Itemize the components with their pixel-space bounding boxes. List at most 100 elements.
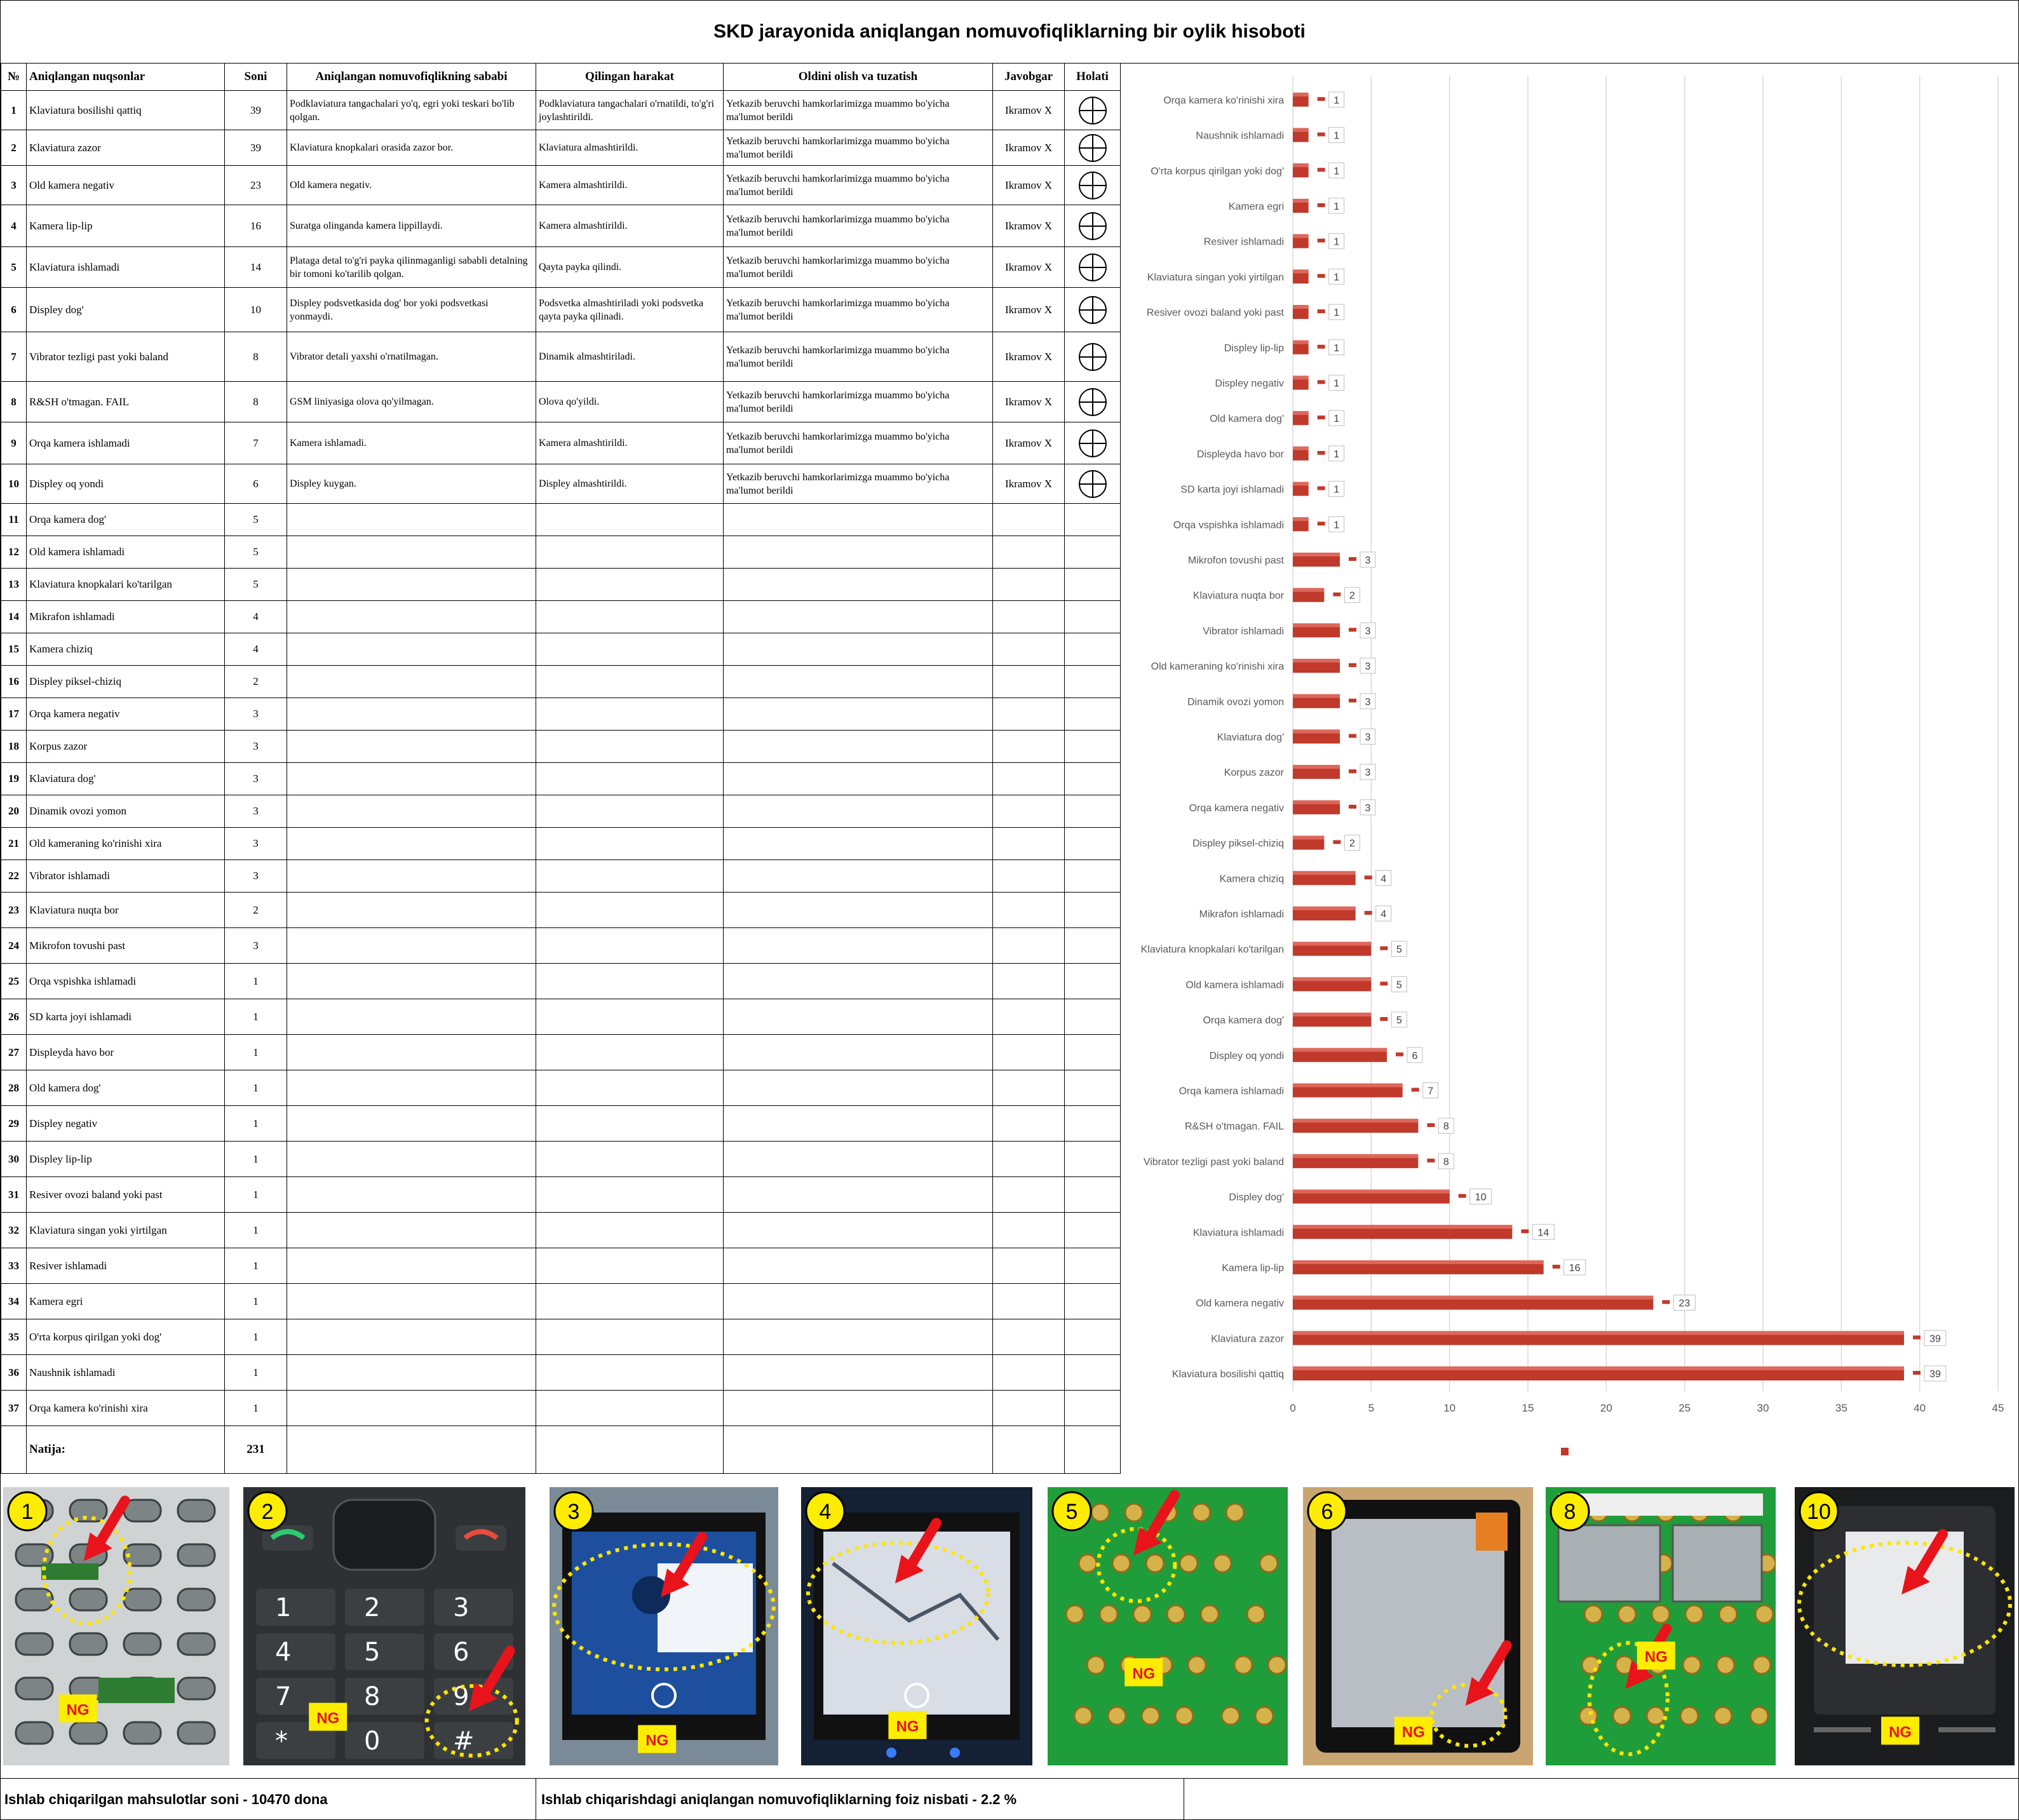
defects-table: № Aniqlangan nuqsonlar Soni Aniqlangan n… [1, 63, 1121, 1474]
status [1064, 999, 1121, 1035]
row-number: 25 [1, 963, 27, 999]
defect-photo-2: 1 2 3 4 5 6 7 8 9 * 0 # NG 2 [243, 1487, 525, 1765]
defect-cause [287, 762, 536, 795]
action-taken [536, 1176, 724, 1213]
row-number: 20 [1, 795, 27, 828]
defect-cause: Plataga detal to'g'ri payka qilinmaganli… [287, 246, 536, 288]
defect-count: 1 [224, 1034, 287, 1070]
status [1064, 422, 1121, 464]
table-row: 16 Displey piksel-chiziq 2 [1, 665, 1121, 698]
responsible: Ikramov X [992, 464, 1065, 504]
row-number: 29 [1, 1105, 27, 1142]
data-label-marker [1317, 203, 1325, 207]
status [1064, 730, 1121, 763]
defect-name: Resiver ovozi baland yoki past [26, 1176, 225, 1213]
photo-image: NG 10 [1795, 1487, 2015, 1765]
category-label: Displey dog' [1229, 1192, 1284, 1203]
bar-highlight [1293, 517, 1309, 522]
table-row: 27 Displeyda havo bor 1 [1, 1034, 1121, 1070]
crosshair-icon [1078, 96, 1107, 125]
photo-badge-number: 1 [22, 1500, 34, 1524]
action-taken [536, 795, 724, 828]
data-label-box [1375, 870, 1392, 886]
defect-cause: Displey podsvetkasida dog' bor yoki pods… [287, 287, 536, 332]
data-label-box [1360, 693, 1376, 710]
arrow-icon [476, 1645, 515, 1704]
bar-highlight [1293, 1013, 1372, 1017]
defect-name: Klaviatura ishlamadi [26, 246, 225, 288]
bar-highlight [1293, 1295, 1654, 1300]
defect-cause: Displey kuygan. [287, 464, 536, 504]
responsible [992, 503, 1065, 536]
x-tick-label: 15 [1522, 1402, 1534, 1414]
defect-count: 7 [224, 422, 287, 464]
data-label-box [1532, 1223, 1555, 1240]
data-label: 1 [1334, 272, 1339, 283]
table-row: 29 Displey negativ 1 [1, 1105, 1121, 1142]
status [1064, 859, 1121, 893]
table-row: 19 Klaviatura dog' 3 [1, 762, 1121, 795]
defect-count: 3 [224, 762, 287, 795]
defect-photos: NG 1 1 2 3 4 5 6 7 8 9 * 0 # NG 2 NG 3 NG 4 NG 5 NG 6 NG 8 NG 10 [1, 1476, 2018, 1774]
responsible: Ikramov X [992, 90, 1065, 130]
status [1064, 827, 1121, 860]
row-number: 13 [1, 568, 27, 601]
data-label: 1 [1334, 201, 1339, 212]
defect-count: 10 [224, 287, 287, 332]
defect-ratio: Ishlab chiqarishdagi aniqlangan nomuvofi… [536, 1779, 1189, 1820]
x-tick-label: 40 [1914, 1402, 1926, 1414]
data-label-marker [1317, 486, 1325, 490]
status [1064, 1105, 1121, 1142]
photo-badge [553, 1491, 594, 1532]
arrow-head-icon [468, 1682, 497, 1711]
prevention [723, 1390, 993, 1426]
defect-name: Displey negativ [26, 1105, 225, 1142]
crosshair-icon [1078, 212, 1107, 240]
row-number: 15 [1, 633, 27, 666]
action-taken [536, 1105, 724, 1142]
defect-count: 39 [224, 130, 287, 166]
prevention [723, 600, 993, 633]
data-label-box [1391, 976, 1407, 992]
data-label: 1 [1334, 520, 1339, 530]
data-label-marker [1317, 309, 1325, 314]
status [1064, 892, 1121, 928]
row-number: 24 [1, 927, 27, 964]
data-label-box [1328, 268, 1345, 285]
ng-tag [309, 1702, 348, 1731]
category-label: Displey piksel-chiziq [1192, 839, 1284, 849]
data-label-box [1438, 1117, 1454, 1134]
defect-count: 1 [224, 1105, 287, 1142]
bar-highlight [1293, 1119, 1419, 1123]
data-label: 4 [1381, 873, 1386, 884]
arrow-icon [1140, 1490, 1180, 1548]
ng-tag [1394, 1716, 1433, 1745]
data-label: 3 [1365, 767, 1371, 778]
defect-cause [287, 999, 536, 1035]
defect-cause [287, 859, 536, 893]
defect-name: Kamera lip-lip [26, 205, 225, 247]
defect-count: 3 [224, 730, 287, 763]
data-label: 2 [1349, 839, 1355, 849]
table-row: 33 Resiver ishlamadi 1 [1, 1248, 1121, 1284]
data-label-marker [1380, 981, 1388, 986]
table-row: 6 Displey dog' 10 Displey podsvetkasida dog… [1, 287, 1121, 332]
prevention [723, 859, 993, 893]
defect-count: 5 [224, 503, 287, 536]
data-label-marker [1521, 1229, 1529, 1234]
bar-highlight [1293, 623, 1340, 628]
action-taken [536, 730, 724, 763]
prevention [723, 698, 993, 731]
data-label-marker [1317, 238, 1325, 243]
category-label: Resiver ovozi baland yoki past [1147, 307, 1285, 318]
row-number: 3 [1, 165, 27, 205]
status [1064, 464, 1121, 504]
svg-text:5: 5 [364, 1638, 380, 1667]
highlight-circle [424, 1684, 519, 1758]
produced-count: Ishlab chiqarilgan mahsulotlar soni - 10… [4, 1791, 328, 1807]
table-row: 1 Klaviatura bosilishi qattiq 39 Podklaviat… [1, 90, 1121, 130]
arrow-head-icon [83, 1532, 112, 1561]
table-row: 37 Orqa kamera ko'rinishi xira 1 [1, 1390, 1121, 1426]
defect-cause [287, 698, 536, 731]
data-label-marker [1349, 663, 1356, 668]
